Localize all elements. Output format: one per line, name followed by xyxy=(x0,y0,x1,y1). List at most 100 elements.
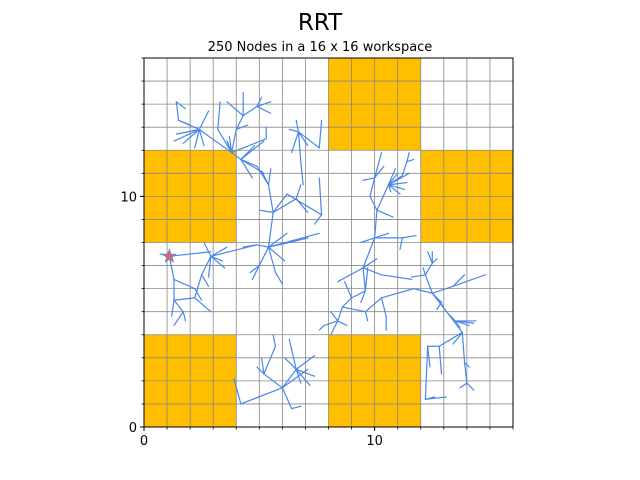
tree-edge xyxy=(438,345,443,375)
tree-edge xyxy=(198,110,210,131)
tree-edge xyxy=(274,271,283,285)
tree-edge xyxy=(175,101,187,110)
tree-edge xyxy=(387,184,406,191)
tree-edge xyxy=(263,345,277,375)
tree-edge xyxy=(431,285,454,294)
tree-edge xyxy=(318,324,325,331)
tree-edge xyxy=(406,151,410,163)
tree-edge xyxy=(295,184,302,200)
tree-edge xyxy=(424,262,433,276)
tree-edge xyxy=(233,377,242,405)
tree-edge xyxy=(314,214,323,225)
tree-edge xyxy=(374,232,390,239)
tree-edge xyxy=(240,387,283,405)
tree-edge xyxy=(424,345,429,400)
tree-edge xyxy=(286,193,323,216)
tree-edge xyxy=(466,382,475,391)
tree-edge xyxy=(267,168,272,186)
tree-edge xyxy=(198,128,233,154)
tree-edge xyxy=(182,128,200,144)
tree-edge xyxy=(330,320,339,336)
tree-edge xyxy=(267,232,288,248)
tree-edge xyxy=(173,299,184,313)
marker-layer xyxy=(161,248,177,263)
tree-edge xyxy=(168,255,175,280)
tree-edge xyxy=(387,184,401,195)
tree-edge xyxy=(267,211,274,248)
tree-edge xyxy=(362,258,378,269)
tree-edge xyxy=(459,382,468,389)
chart-title: RRT xyxy=(297,10,343,36)
tree-edge xyxy=(330,311,339,322)
tree-edge xyxy=(267,246,286,262)
tree-edge xyxy=(173,311,184,327)
tree-edge xyxy=(463,361,468,384)
tree-edge xyxy=(194,288,203,301)
tree-edge xyxy=(217,101,221,131)
tree-edge xyxy=(374,209,378,239)
tree-edge xyxy=(194,274,203,299)
tree-edge xyxy=(175,101,180,121)
tree-edge xyxy=(387,172,399,186)
tree-edge xyxy=(210,246,228,257)
tree-edge xyxy=(267,232,320,248)
tree-edge xyxy=(380,297,387,317)
tree-edge xyxy=(297,131,302,163)
tree-edge xyxy=(175,128,200,135)
tree-edge xyxy=(401,161,408,177)
tree-edge xyxy=(256,244,270,248)
tree-edge xyxy=(207,255,212,278)
tree-edge xyxy=(360,290,366,304)
tree-edge xyxy=(341,297,353,308)
tree-edge xyxy=(201,255,212,276)
tree-edge xyxy=(424,274,433,294)
tree-edge xyxy=(295,368,316,377)
tree-edge xyxy=(380,274,413,280)
tree-edge xyxy=(235,115,244,131)
tree-edge xyxy=(240,158,265,174)
tree-edge xyxy=(364,267,369,292)
tree-edge xyxy=(297,131,320,149)
tree-edge xyxy=(272,334,277,347)
tree-edge xyxy=(387,181,408,186)
tree-edge-layer xyxy=(159,91,486,410)
tree-edge xyxy=(387,168,396,186)
tree-edge xyxy=(231,151,242,161)
tree-edge xyxy=(198,128,205,147)
tree-edge xyxy=(288,237,309,244)
tree-edge xyxy=(376,209,394,218)
tree-edge xyxy=(387,184,392,193)
tree-edge xyxy=(374,151,383,179)
tree-edge xyxy=(177,119,191,126)
tree-edge xyxy=(231,128,237,154)
start-marker-star xyxy=(161,248,177,263)
y-tick-label: 10 xyxy=(120,190,137,205)
tree-edge xyxy=(461,331,466,364)
tree-edge xyxy=(369,177,376,197)
tree-edge xyxy=(281,387,293,410)
tree-edge xyxy=(210,244,258,257)
tree-edge xyxy=(410,274,426,278)
tree-edge xyxy=(337,320,348,327)
tree-edge xyxy=(267,246,277,274)
tree-edge xyxy=(256,96,263,108)
tree-edge xyxy=(422,267,426,276)
tree-edge xyxy=(452,331,463,345)
tree-edge xyxy=(242,105,258,117)
tree-edge xyxy=(413,288,433,294)
tree-edge xyxy=(194,128,200,149)
tree-edge xyxy=(261,357,265,375)
tree-edge xyxy=(272,198,297,214)
tree-edge xyxy=(369,195,378,211)
tree-edge xyxy=(380,288,415,299)
tree-edge xyxy=(173,297,196,301)
tree-edge xyxy=(182,311,187,322)
tree-edge xyxy=(295,198,309,214)
tree-edge xyxy=(431,292,450,315)
tree-edge xyxy=(258,209,274,214)
tree-edge xyxy=(256,165,270,186)
tree-edge xyxy=(251,264,260,280)
chart-subtitle: 250 Nodes in a 16 x 16 workspace xyxy=(207,40,433,55)
tree-edge xyxy=(240,158,253,179)
